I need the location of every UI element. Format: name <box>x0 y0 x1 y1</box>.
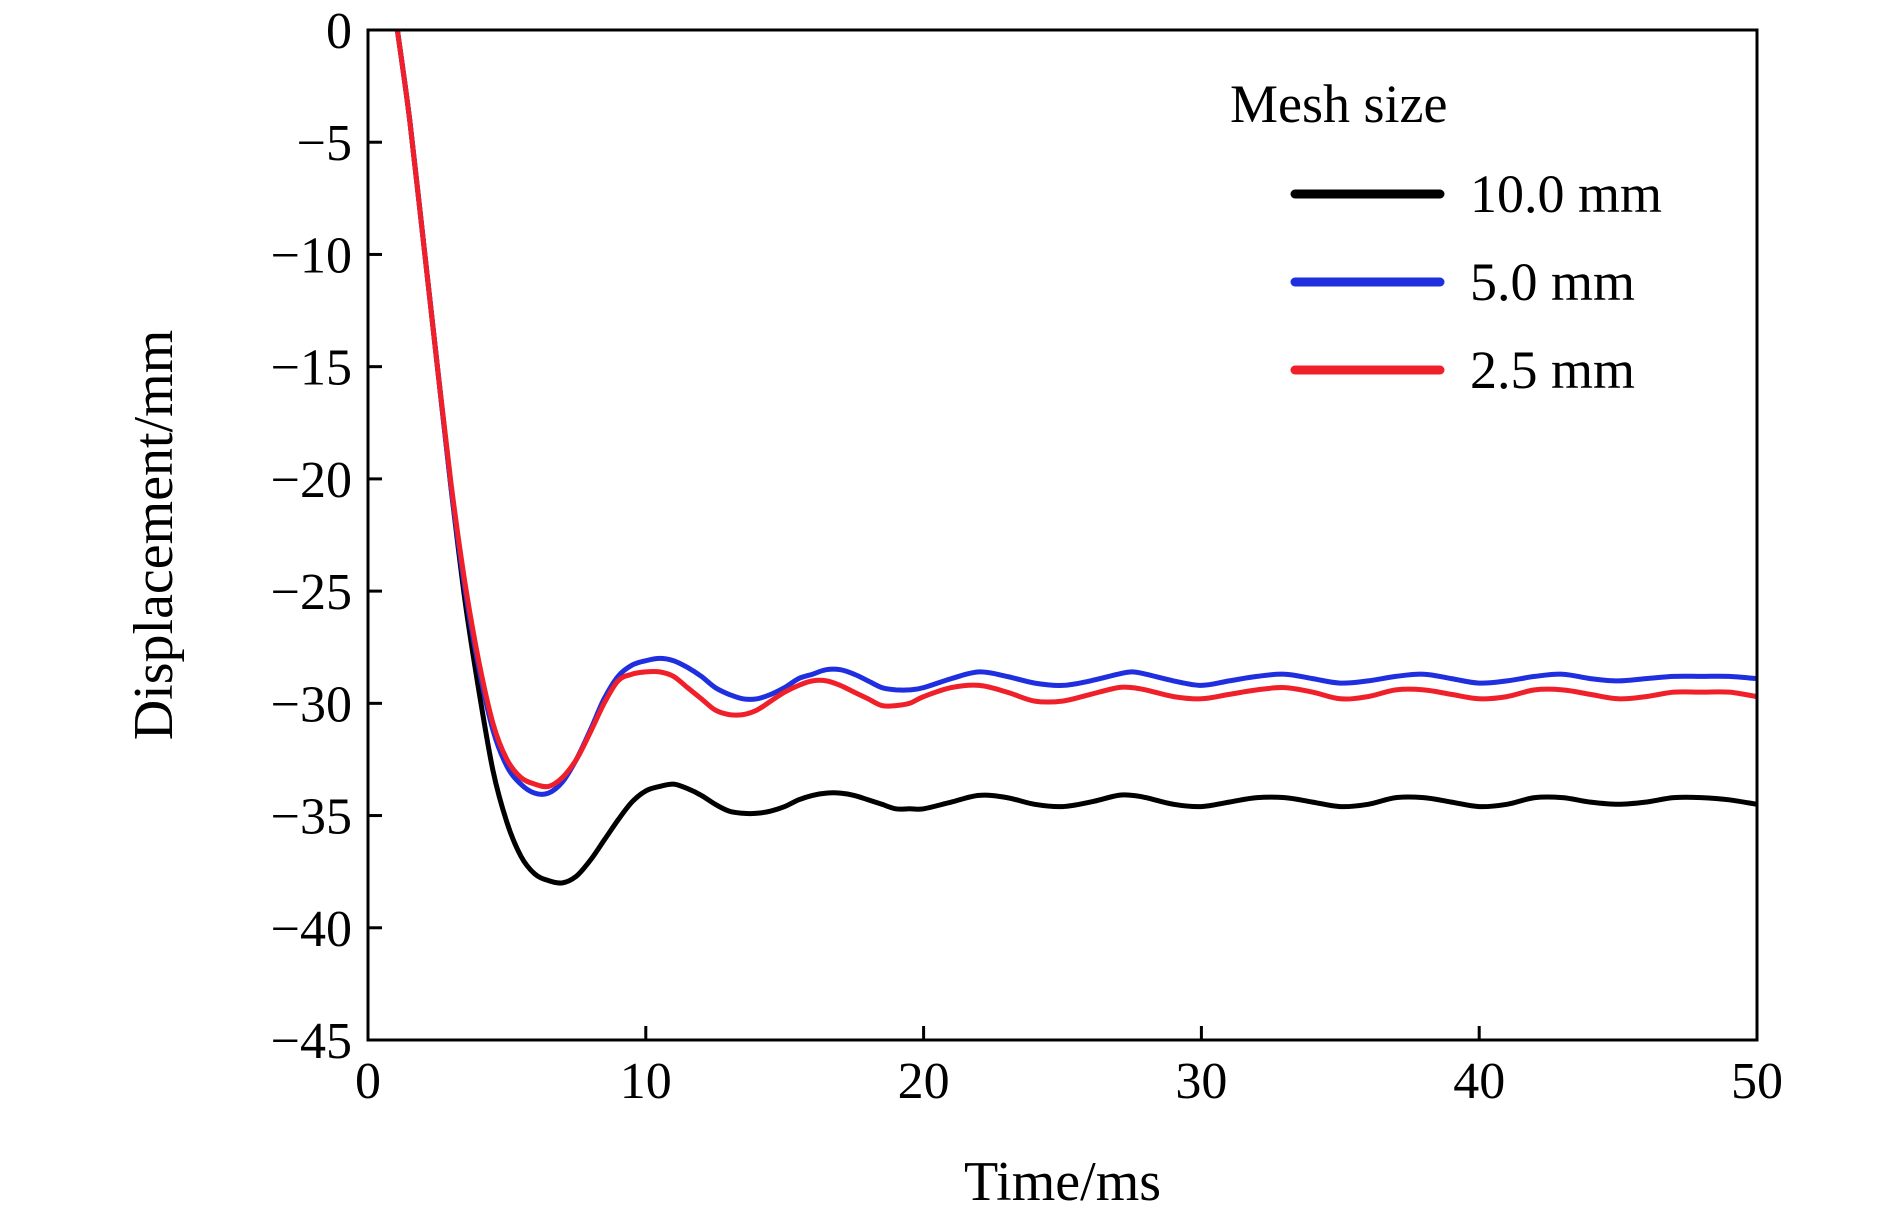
y-tick-label: −20 <box>271 452 352 509</box>
legend-label: 5.0 mm <box>1470 252 1635 312</box>
legend-title: Mesh size <box>1230 74 1447 134</box>
x-tick-label: 40 <box>1453 1053 1505 1110</box>
y-tick-label: −5 <box>297 115 352 172</box>
x-tick-label: 50 <box>1731 1053 1783 1110</box>
x-axis-title: Time/ms <box>964 1151 1161 1213</box>
legend-item: 10.0 mm <box>1290 164 1662 224</box>
y-tick-label: −40 <box>271 901 352 958</box>
series-line-5-0-mm <box>394 30 1757 797</box>
y-tick-label: −45 <box>271 1013 352 1070</box>
series-line-2-5-mm <box>394 30 1757 790</box>
legend-item: 5.0 mm <box>1290 252 1635 312</box>
plot-frame <box>366 28 1759 1042</box>
y-tick-label: 0 <box>326 3 352 60</box>
x-tick-label: 0 <box>355 1053 381 1110</box>
legend: Mesh size 10.0 mm 5.0 mm 2.5 mm <box>1230 74 1662 400</box>
x-tick-label: 20 <box>898 1053 950 1110</box>
legend-label: 10.0 mm <box>1470 164 1662 224</box>
y-tick-label: −30 <box>271 676 352 733</box>
y-tick-label: −35 <box>271 789 352 846</box>
legend-item: 2.5 mm <box>1290 340 1635 400</box>
legend-items: 10.0 mm 5.0 mm 2.5 mm <box>1290 164 1662 400</box>
legend-label: 2.5 mm <box>1470 340 1635 400</box>
ticks-layer: 0 10 20 30 40 50 0 −5 −10 −15 −20 −25 −30 −35 −40 −45 <box>271 3 1783 1110</box>
x-tick-label: 30 <box>1175 1053 1227 1110</box>
y-axis-title: Displacement/mm <box>123 330 185 741</box>
y-tick-label: −15 <box>271 340 352 397</box>
y-tick-label: −25 <box>271 564 352 621</box>
series-layer <box>394 30 1757 886</box>
y-tick-label: −10 <box>271 227 352 284</box>
series-line-10-0-mm <box>394 30 1757 886</box>
x-tick-label: 10 <box>620 1053 672 1110</box>
